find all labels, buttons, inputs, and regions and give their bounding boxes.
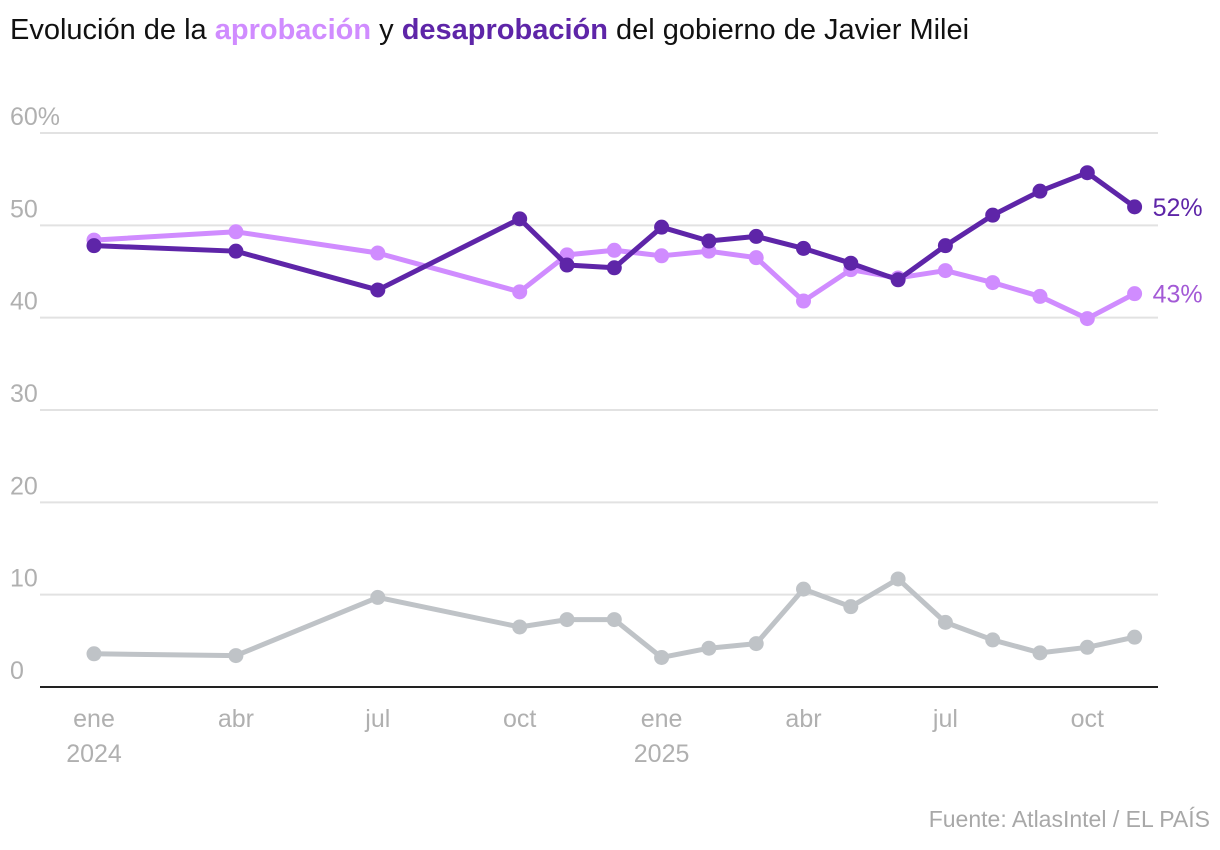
series-other-point	[1032, 645, 1048, 661]
series-other-point	[1079, 639, 1095, 655]
title-suffix: del gobierno de Javier Milei	[607, 14, 970, 46]
series-other-point	[985, 632, 1001, 648]
series-other-point	[748, 636, 764, 652]
x-tick-label: ene	[641, 705, 683, 733]
x-tick-label: abr	[785, 705, 821, 733]
series-other-point	[86, 646, 102, 662]
series-approval-point	[937, 263, 953, 279]
y-tick-label: 30	[10, 380, 38, 408]
series-disapproval-point	[228, 243, 244, 259]
series-other-point	[606, 612, 622, 628]
series-disapproval-point	[370, 282, 386, 298]
title-prefix: Evolución de la	[10, 14, 215, 46]
y-tick-label: 50	[10, 195, 38, 223]
series-approval-point	[228, 224, 244, 240]
series-other-point	[1127, 629, 1143, 645]
series-disapproval-point	[748, 228, 764, 244]
title-disapproval: desaprobación	[401, 14, 608, 46]
series-approval-point	[654, 248, 670, 264]
series-disapproval-point	[86, 238, 102, 254]
series-approval-point	[1032, 288, 1048, 304]
series-disapproval-point	[1032, 183, 1048, 199]
series-other-point	[843, 599, 859, 615]
y-tick-label: 40	[10, 288, 38, 316]
series-disapproval-point	[701, 233, 717, 249]
y-tick-label: 20	[10, 472, 38, 500]
series-approval-point	[985, 275, 1001, 291]
x-tick-label: jul	[364, 705, 390, 733]
series-disapproval-point	[606, 260, 622, 276]
series-approval-point	[796, 293, 811, 309]
series-disapproval-point	[796, 240, 811, 256]
y-tick-label: 0	[10, 657, 24, 685]
series-disapproval-end-label: 52%	[1153, 194, 1203, 222]
series-disapproval-point	[890, 272, 906, 288]
series-other-point	[228, 648, 244, 664]
series-disapproval-point	[937, 238, 953, 254]
series-approval-end-label: 43%	[1153, 281, 1203, 309]
series-other-point	[512, 619, 528, 635]
series-disapproval-point	[512, 211, 528, 227]
series-disapproval-point	[985, 207, 1001, 223]
x-tick-year: 2024	[66, 740, 122, 768]
x-tick-label: jul	[932, 705, 958, 733]
series-disapproval-point	[559, 257, 575, 273]
series-other-point	[559, 612, 575, 628]
x-tick-year: 2025	[634, 740, 690, 768]
series-disapproval-point	[654, 219, 670, 235]
x-tick-label: oct	[1071, 705, 1104, 733]
series-disapproval-point	[843, 255, 859, 271]
series-other-point	[701, 640, 717, 656]
series-disapproval-point	[1079, 165, 1095, 181]
source-note: Fuente: AtlasIntel / EL PAÍS	[928, 806, 1210, 832]
y-tick-label: 60%	[10, 103, 60, 131]
x-tick-label: ene	[73, 705, 115, 733]
series-disapproval-point	[1127, 199, 1143, 215]
series-approval-point	[512, 284, 528, 300]
x-tick-label: abr	[218, 705, 254, 733]
chart-title: Evolución de la aprobación y desaprobaci…	[10, 14, 969, 47]
series-other-point	[890, 571, 906, 587]
series-approval-point	[748, 250, 764, 266]
y-tick-label: 10	[10, 565, 38, 593]
series-other-point	[796, 581, 811, 597]
series-other-point	[370, 589, 386, 605]
series-other-point	[654, 649, 670, 665]
series-approval-point	[606, 242, 622, 258]
series-approval-point	[1079, 311, 1095, 327]
x-tick-label: oct	[503, 705, 536, 733]
title-approval: aprobación	[214, 14, 372, 46]
series-other-point	[937, 614, 953, 630]
title-middle: y	[371, 14, 402, 46]
series-approval-point	[370, 245, 386, 261]
series-approval-point	[1127, 286, 1143, 302]
